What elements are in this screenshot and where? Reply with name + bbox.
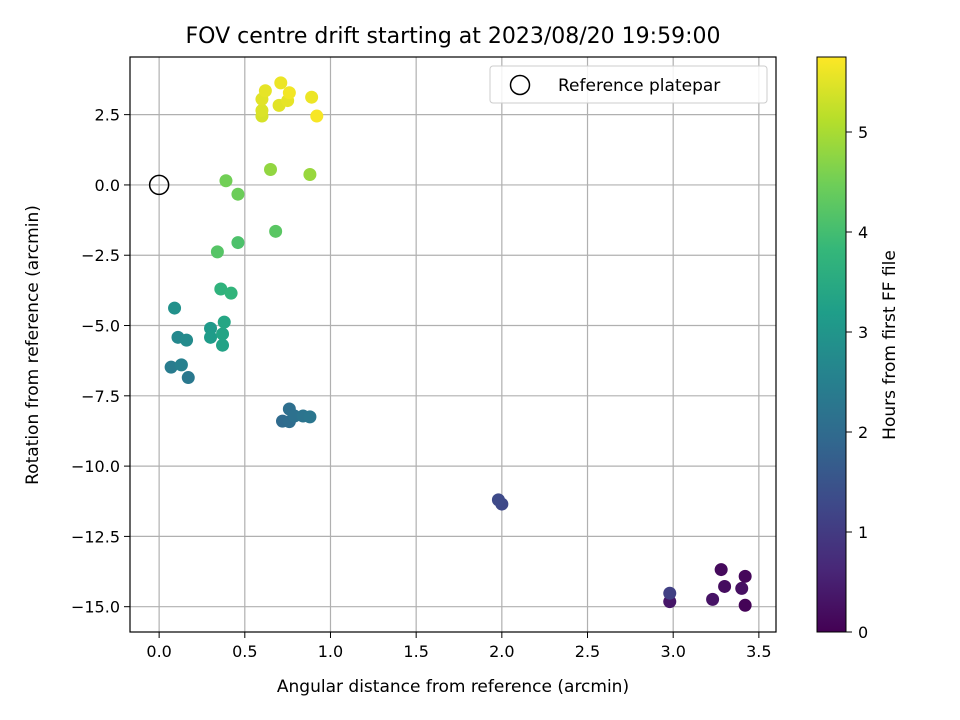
scatter-point: [305, 90, 319, 104]
y-tick-label: 0.0: [95, 176, 120, 195]
x-tick-label: 2.5: [575, 642, 600, 661]
y-tick-label: −7.5: [81, 387, 120, 406]
y-tick-label: −5.0: [81, 317, 120, 336]
colorbar-label: Hours from first FF file: [880, 250, 900, 440]
scatter-point: [217, 315, 231, 329]
legend-marker-icon: [509, 74, 531, 96]
colorbar: [816, 56, 847, 633]
scatter-point: [216, 327, 230, 341]
scatter-point: [216, 338, 230, 352]
scatter-point: [224, 286, 238, 300]
x-axis-ticks: 0.0 0.5 1.0 1.5 2.0 2.5 3.0 3.5: [146, 632, 772, 661]
scatter-point: [491, 493, 505, 507]
scatter-point: [663, 586, 677, 600]
colorbar-tick-label: 1: [858, 523, 868, 542]
scatter-points: [164, 76, 752, 612]
x-tick-label: 3.5: [746, 642, 771, 661]
scatter-point: [735, 581, 749, 595]
scatter-point: [219, 174, 233, 188]
grid: [130, 57, 776, 632]
scatter-point: [168, 301, 182, 315]
colorbar-ticks: 0 1 2 3 4 5: [846, 123, 868, 642]
scatter-point: [310, 109, 324, 123]
scatter-point: [738, 569, 752, 583]
scatter-point: [180, 333, 194, 347]
scatter-point: [204, 330, 218, 344]
plot-frame: [129, 56, 777, 633]
x-axis-label: Angular distance from reference (arcmin): [277, 677, 629, 697]
scatter-point: [174, 358, 188, 372]
scatter-point: [231, 236, 245, 250]
colorbar-tick-label: 3: [858, 323, 868, 342]
colorbar-tick-label: 0: [858, 623, 868, 642]
colorbar-tick-label: 4: [858, 223, 868, 242]
scatter-point: [164, 360, 178, 374]
y-tick-label: −2.5: [81, 246, 120, 265]
scatter-point: [738, 598, 752, 612]
y-tick-label: −15.0: [71, 598, 120, 617]
scatter-point: [269, 224, 283, 238]
x-tick-label: 0.0: [146, 642, 171, 661]
legend-label: Reference platepar: [558, 76, 720, 96]
scatter-point: [274, 76, 288, 90]
colorbar-tick-label: 5: [858, 123, 868, 142]
chart-title: FOV centre drift starting at 2023/08/20 …: [186, 24, 721, 49]
colorbar-tick-label: 2: [858, 423, 868, 442]
legend: Reference platepar: [489, 65, 768, 104]
scatter-point: [706, 592, 720, 606]
y-axis-ticks: 2.5 0.0 −2.5 −5.0 −7.5 −10.0 −12.5 −15.0: [71, 106, 130, 617]
scatter-point: [282, 86, 296, 100]
y-tick-label: −12.5: [71, 527, 120, 546]
scatter-point: [181, 371, 195, 385]
scatter-point: [303, 410, 317, 424]
reference-platepar-marker: [148, 174, 170, 196]
x-tick-label: 3.0: [660, 642, 685, 661]
scatter-point: [231, 187, 245, 201]
x-tick-label: 0.5: [232, 642, 257, 661]
x-tick-label: 2.0: [489, 642, 514, 661]
scatter-point: [303, 168, 317, 182]
scatter-point: [214, 282, 228, 296]
legend-box: [489, 65, 768, 104]
scatter-point: [255, 103, 269, 117]
scatter-point: [264, 162, 278, 176]
x-tick-label: 1.5: [403, 642, 428, 661]
x-tick-label: 1.0: [318, 642, 343, 661]
scatter-point: [258, 84, 272, 98]
y-tick-label: 2.5: [95, 106, 120, 125]
scatter-point: [210, 245, 224, 259]
scatter-point: [714, 563, 728, 577]
y-axis-label: Rotation from reference (arcmin): [23, 205, 43, 485]
y-tick-label: −10.0: [71, 457, 120, 476]
scatter-point: [204, 321, 218, 335]
scatter-point: [718, 579, 732, 593]
